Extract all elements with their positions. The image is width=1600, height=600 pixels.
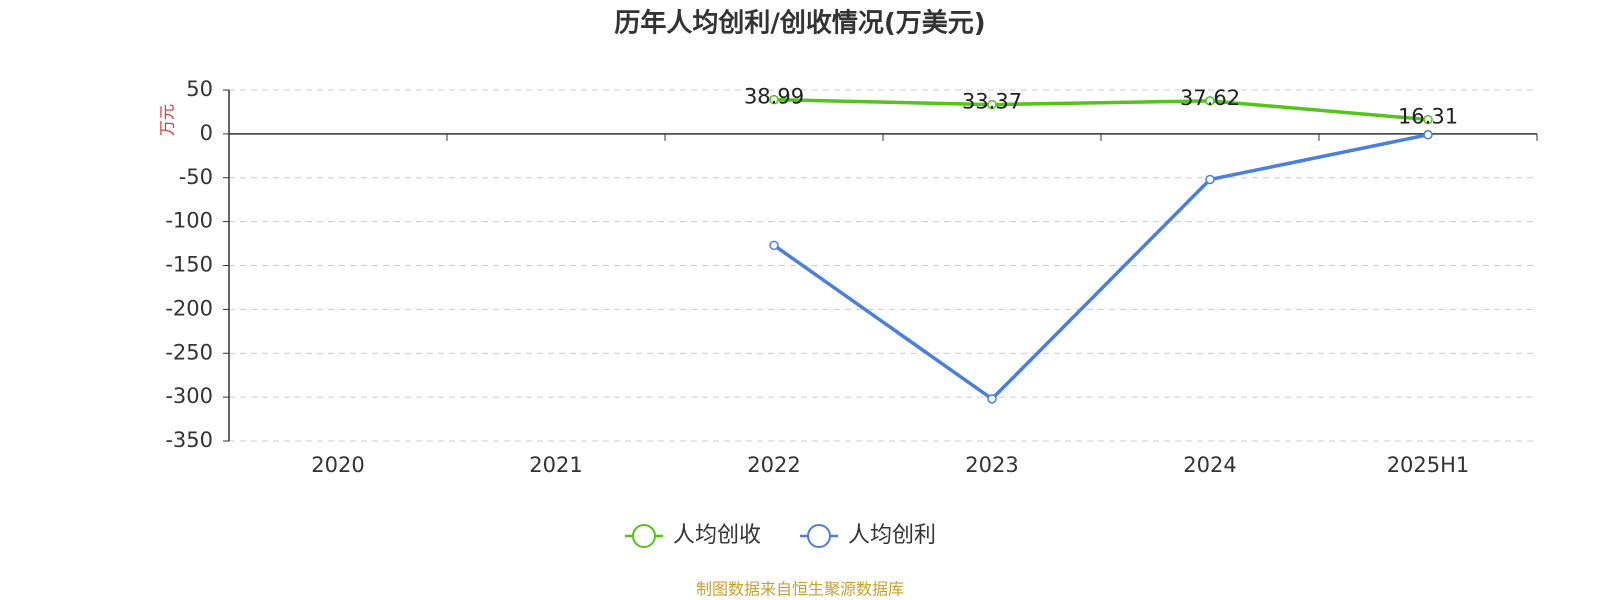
y-tick-label: -150 (165, 253, 213, 277)
x-tick-label: 2023 (965, 453, 1018, 477)
y-tick-label: -250 (165, 340, 213, 364)
data-label: 33.37 (962, 90, 1022, 114)
series-line (772, 133, 1429, 402)
data-point (987, 99, 997, 110)
source-note: 制图数据来自恒生聚源数据库 (696, 580, 904, 599)
x-tick-label: 2024 (1183, 453, 1236, 477)
x-tick-label: 2025H1 (1387, 453, 1470, 477)
chart-title: 历年人均创利/创收情况(万美元) (614, 8, 985, 39)
data-point (1423, 114, 1433, 125)
data-point (769, 94, 779, 105)
y-tick-label: -50 (179, 165, 213, 189)
y-tick-label: -300 (165, 384, 213, 408)
legend-label: 人均创收 (673, 523, 761, 548)
y-tick-label: 0 (200, 121, 213, 145)
y-tick-label: -350 (165, 428, 213, 452)
data-point (1205, 174, 1215, 185)
y-tick-label: -100 (165, 209, 213, 233)
y-axis-label: 万元 (158, 104, 177, 136)
x-tick-label: 2020 (311, 453, 364, 477)
y-tick-label: -200 (165, 296, 213, 320)
data-label: 38.99 (744, 85, 804, 109)
data-label: 16.31 (1398, 105, 1458, 129)
data-point (1205, 96, 1215, 106)
legend-marker (632, 524, 656, 548)
data-label: 37.62 (1180, 86, 1240, 110)
y-tick-label: 50 (186, 77, 213, 101)
data-point (987, 394, 997, 404)
legend-marker (807, 524, 831, 548)
x-tick-label: 2022 (747, 453, 800, 477)
data-point (769, 240, 779, 251)
legend-label: 人均创利 (848, 523, 936, 548)
series-line (773, 97, 1429, 122)
x-tick-label: 2021 (529, 453, 582, 477)
data-point (1423, 130, 1433, 140)
